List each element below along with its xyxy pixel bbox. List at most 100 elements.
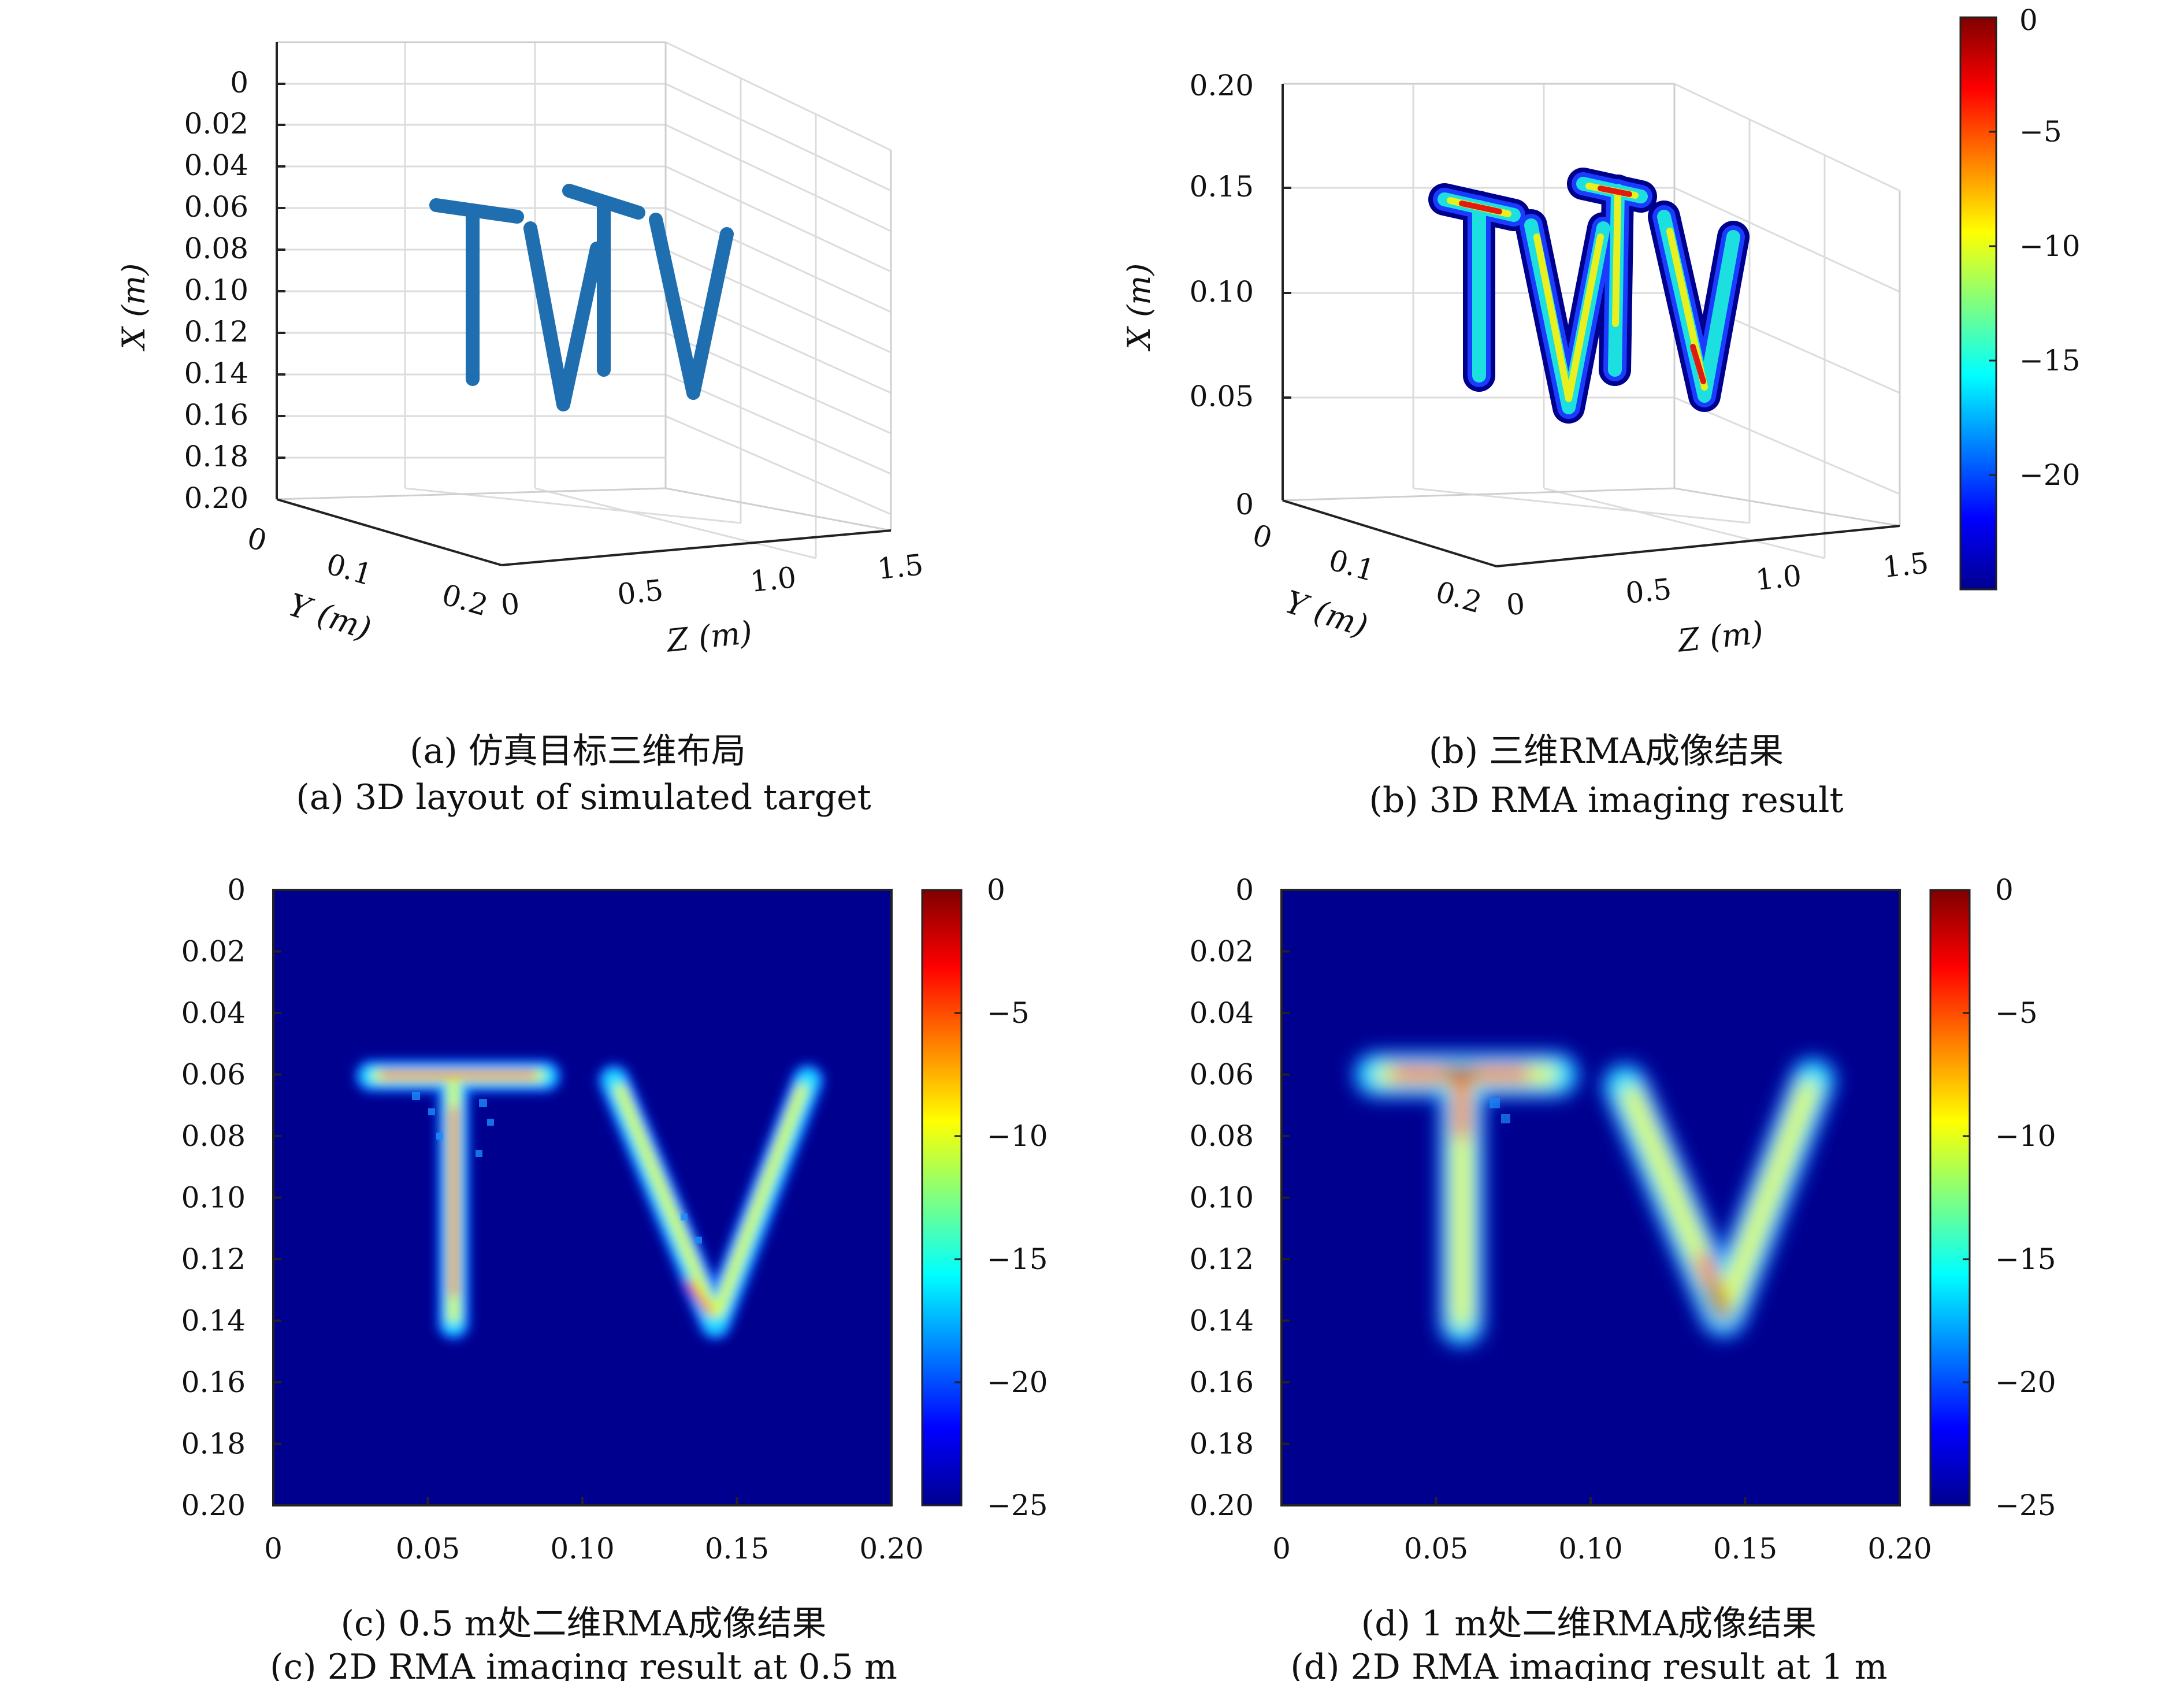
panel-a-caption-en: (a) 3D layout of simulated target — [296, 777, 871, 818]
panel-b-reconstruction — [1428, 168, 1750, 424]
panel-a-y-tick: 0.2 — [438, 578, 491, 623]
y-tick-label: 0.08 — [181, 1119, 246, 1153]
panel-a-y-tick: 0 — [243, 521, 270, 558]
panel-a-axes — [276, 42, 892, 566]
panel-b-colorbar-tick: −5 — [2019, 115, 2062, 149]
x-tick-label: 0 — [264, 1532, 283, 1565]
y-tick-label: 0.14 — [1190, 1304, 1254, 1338]
panel-b-z-tick: 0.5 — [1624, 572, 1673, 610]
panel-a-x-tick: 0.10 — [184, 273, 248, 307]
panel-a-x-tick: 0.18 — [184, 440, 248, 473]
panel-b-z-label: Z (m) — [1675, 614, 1765, 659]
y-tick-label: 0.16 — [181, 1365, 246, 1399]
panel-a-x-tick: 0.16 — [184, 398, 248, 432]
panel-c-caption-cn: (c) 0.5 m处二维RMA成像结果 — [341, 1604, 827, 1644]
panel-b-colorbar-tick: 0 — [2019, 3, 2038, 37]
panel-c-colorbar — [921, 889, 963, 1506]
panel-b-y-label: Y (m) — [1280, 584, 1372, 644]
panel-a-3d-layout: 0 0.02 0.04 0.06 0.08 0.10 0.12 0.14 0.1… — [116, 41, 925, 818]
x-tick-label: 0.20 — [1867, 1532, 1932, 1565]
panel-a-x-tick: 0.12 — [184, 315, 248, 348]
colorbar-tick-label: −15 — [987, 1242, 1048, 1276]
panel-a-x-tick: 0.14 — [184, 357, 248, 390]
panel-a-x-tick: 0 — [230, 66, 248, 99]
y-tick-label: 0 — [227, 873, 246, 907]
panel-c-caption-en: (c) 2D RMA imaging result at 0.5 m — [270, 1647, 897, 1681]
panel-a-x-tick: 0.04 — [184, 149, 248, 182]
x-tick-label: 0.10 — [1558, 1532, 1622, 1565]
y-tick-label: 0.04 — [1190, 996, 1254, 1030]
panel-a-caption-cn: (a) 仿真目标三维布局 — [410, 731, 746, 771]
colorbar-tick-label: 0 — [1995, 873, 2014, 907]
target-letter-W-stroke — [523, 221, 570, 411]
x-tick-label: 0.15 — [705, 1532, 769, 1565]
panel-a-y-tick: 0.1 — [322, 547, 376, 592]
panel-a-x-label: X (m) — [116, 264, 152, 352]
y-tick-label: 0.10 — [181, 1181, 246, 1215]
panel-b-y-tick: 0 — [1249, 518, 1276, 555]
panel-a-z-tick: 1.0 — [749, 561, 798, 599]
panel-a-z-tick: 0.5 — [616, 573, 665, 611]
panel-b-colorbar-tick: −20 — [2019, 458, 2081, 492]
colorbar-tick-label: −20 — [987, 1365, 1048, 1399]
colorbar-tick-label: −5 — [987, 996, 1030, 1030]
colorbar-tick-label: −5 — [1995, 996, 2038, 1030]
panel-b-y-tick: 0.2 — [1432, 575, 1485, 620]
panel-b-colorbar-tick: −15 — [2019, 344, 2081, 377]
panel-a-y-label: Y (m) — [284, 587, 375, 647]
colorbar-tick-label: −20 — [1995, 1365, 2056, 1399]
y-tick-label: 0.14 — [181, 1304, 246, 1338]
panel-c-colorbar-ticks: 0 −5 −10 −15 −20 −25 — [954, 873, 1048, 1522]
y-tick-label: 0.12 — [181, 1242, 246, 1276]
y-tick-label: 0.20 — [181, 1489, 246, 1522]
panel-a-z-tick: 1.5 — [876, 548, 925, 586]
colorbar-tick-label: 0 — [987, 873, 1005, 907]
panel-a-z-tick: 0 — [499, 587, 521, 622]
panel-d-caption-en: (d) 2D RMA imaging result at 1 m — [1290, 1647, 1887, 1681]
y-tick-label: 0.06 — [1190, 1058, 1254, 1092]
x-tick-label: 0.15 — [1713, 1532, 1777, 1565]
y-tick-label: 0.02 — [181, 935, 246, 968]
panel-d-caption-cn: (d) 1 m处二维RMA成像结果 — [1361, 1604, 1817, 1644]
panel-c-2d-rma-0-5m: 0 0.05 0.10 0.15 0.20 0 0.02 0.04 0.06 0.08 0.10 0.… — [181, 873, 1048, 1681]
colorbar-tick-label: −10 — [987, 1119, 1048, 1153]
target-letter-W-stroke — [556, 242, 604, 411]
y-tick-label: 0 — [1235, 873, 1254, 907]
panel-b-x-tick: 0 — [1235, 488, 1254, 521]
target-letter-V-stroke — [649, 213, 700, 400]
panel-c-speckle — [412, 1092, 702, 1244]
y-tick-label: 0.10 — [1190, 1181, 1254, 1215]
y-tick-label: 0.04 — [181, 996, 246, 1030]
colorbar-tick-label: −25 — [987, 1489, 1048, 1522]
colorbar-tick-label: −15 — [1995, 1242, 2056, 1276]
y-tick-label: 0.06 — [181, 1058, 246, 1092]
y-tick-label: 0.12 — [1190, 1242, 1254, 1276]
panel-c-ticks: 0 0.05 0.10 0.15 0.20 0 0.02 0.04 0.06 0.08 0.10 0.… — [181, 873, 924, 1565]
panel-b-z-tick: 1.0 — [1754, 559, 1803, 597]
y-tick-label: 0.18 — [181, 1427, 246, 1461]
target-letter-V-stroke — [686, 227, 734, 400]
y-tick-label: 0.02 — [1190, 935, 1254, 968]
panel-d-2d-rma-1m: 0 0.05 0.10 0.15 0.20 0 0.02 0.04 0.06 0.08 0.10 0.… — [1190, 873, 2056, 1681]
panel-d-colorbar — [1929, 889, 1971, 1506]
x-tick-label: 0.05 — [1404, 1532, 1468, 1565]
y-tick-label: 0.08 — [1190, 1119, 1254, 1153]
panel-d-ticks: 0 0.05 0.10 0.15 0.20 0 0.02 0.04 0.06 0.08 0.10 0.… — [1190, 873, 1932, 1565]
y-tick-label: 0.20 — [1190, 1489, 1254, 1522]
colorbar-tick-label: −25 — [1995, 1489, 2056, 1522]
panel-a-x-tick: 0.20 — [184, 481, 248, 515]
panel-a-x-tick: 0.02 — [184, 107, 248, 140]
panel-b-y-tick: 0.1 — [1325, 543, 1378, 588]
panel-a-z-label: Z (m) — [664, 614, 754, 659]
x-tick-label: 0 — [1272, 1532, 1291, 1565]
panel-b-x-tick: 0.05 — [1190, 380, 1254, 413]
panel-a-target-points — [429, 184, 734, 411]
panel-b-caption-en: (b) 3D RMA imaging result — [1369, 780, 1843, 821]
panel-b-3d-rma-result: 0 0.05 0.10 0.15 0.20 X (m) 0 0.1 0.2 Y … — [1121, 3, 2081, 821]
panel-d-colorbar-ticks: 0 −5 −10 −15 −20 −25 — [1963, 873, 2056, 1522]
x-tick-label: 0.20 — [859, 1532, 923, 1565]
panel-b-z-tick: 1.5 — [1881, 546, 1930, 584]
panel-b-x-tick: 0.15 — [1190, 170, 1254, 203]
panel-d-speckle — [1490, 1098, 1510, 1123]
